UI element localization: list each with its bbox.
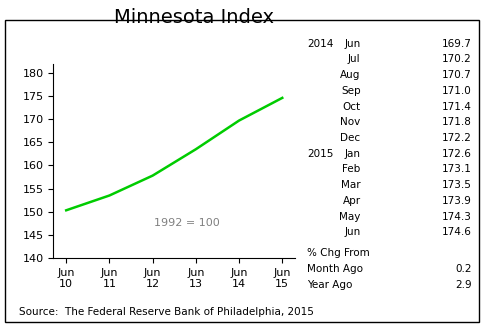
Text: 171.4: 171.4 <box>442 102 472 112</box>
Text: 172.6: 172.6 <box>442 149 472 159</box>
Text: 2014: 2014 <box>307 39 333 49</box>
Text: 0.2: 0.2 <box>455 264 472 274</box>
Text: Nov: Nov <box>340 117 361 127</box>
Text: Minnesota Index: Minnesota Index <box>114 8 273 27</box>
Text: Jun: Jun <box>344 227 361 238</box>
Text: Source:  The Federal Reserve Bank of Philadelphia, 2015: Source: The Federal Reserve Bank of Phil… <box>19 307 314 317</box>
Text: 174.6: 174.6 <box>442 227 472 238</box>
Text: 171.0: 171.0 <box>442 86 472 96</box>
Text: % Chg From: % Chg From <box>307 248 370 258</box>
Text: 2.9: 2.9 <box>455 280 472 290</box>
Text: Sep: Sep <box>341 86 361 96</box>
Text: Aug: Aug <box>340 70 361 80</box>
Text: 170.7: 170.7 <box>442 70 472 80</box>
Text: Jul: Jul <box>348 54 361 64</box>
Text: 173.1: 173.1 <box>442 164 472 175</box>
Text: 173.5: 173.5 <box>442 180 472 190</box>
Text: 174.3: 174.3 <box>442 212 472 222</box>
Text: 170.2: 170.2 <box>442 54 472 64</box>
Text: Feb: Feb <box>342 164 361 175</box>
Text: 2015: 2015 <box>307 149 333 159</box>
Text: Jan: Jan <box>345 149 361 159</box>
Text: Jun: Jun <box>344 39 361 49</box>
Text: Month Ago: Month Ago <box>307 264 363 274</box>
Text: 1992 = 100: 1992 = 100 <box>154 217 220 227</box>
Text: Oct: Oct <box>343 102 361 112</box>
Text: 171.8: 171.8 <box>442 117 472 127</box>
Text: 173.9: 173.9 <box>442 196 472 206</box>
Text: Dec: Dec <box>340 133 361 143</box>
Text: Year Ago: Year Ago <box>307 280 353 290</box>
Text: 169.7: 169.7 <box>442 39 472 49</box>
Text: Mar: Mar <box>341 180 361 190</box>
Text: 172.2: 172.2 <box>442 133 472 143</box>
Text: May: May <box>339 212 361 222</box>
Text: Apr: Apr <box>343 196 361 206</box>
